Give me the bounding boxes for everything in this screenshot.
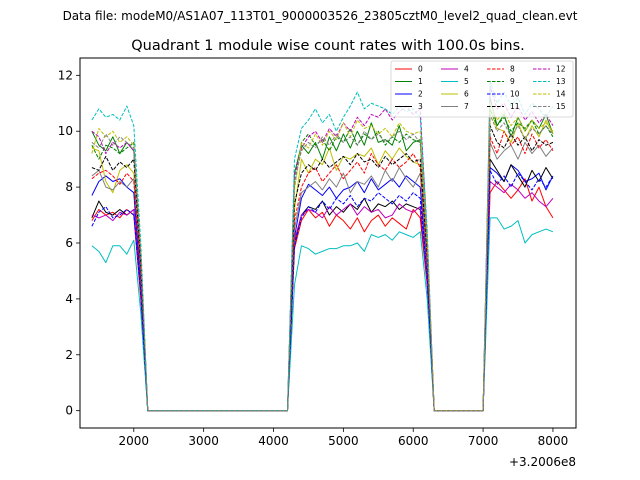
y-tick-label: 6	[65, 236, 73, 250]
legend-label-10: 10	[510, 90, 520, 99]
x-tick-label: 5000	[328, 434, 359, 448]
series-group	[91, 80, 554, 412]
legend-label-8: 8	[510, 65, 515, 74]
legend-label-1: 1	[418, 77, 423, 86]
file-suptitle: Data file: modeM0/AS1A07_113T01_90000035…	[63, 9, 578, 23]
legend-label-3: 3	[418, 102, 423, 111]
y-tick-label: 12	[58, 68, 73, 82]
legend-label-13: 13	[556, 77, 566, 86]
y-tick-label: 4	[65, 292, 73, 306]
x-tick-label: 2000	[119, 434, 150, 448]
x-tick-label: 8000	[538, 434, 569, 448]
legend-label-15: 15	[556, 102, 566, 111]
x-tick-label: 6000	[398, 434, 429, 448]
legend-frame	[390, 60, 574, 118]
legend-label-6: 6	[464, 90, 469, 99]
y-tick-label: 8	[65, 180, 73, 194]
x-tick-label: 3000	[188, 434, 219, 448]
legend-label-4: 4	[464, 65, 469, 74]
legend-label-14: 14	[556, 90, 566, 99]
legend-label-11: 11	[510, 102, 520, 111]
x-tick-label: 4000	[258, 434, 289, 448]
y-tick-label: 0	[65, 404, 73, 418]
chart-title: Quadrant 1 module wise count rates with …	[131, 38, 525, 54]
legend-label-7: 7	[464, 102, 469, 111]
x-tick-label: 7000	[468, 434, 499, 448]
legend-label-0: 0	[418, 65, 423, 74]
x-axis: 2000 3000 4000 5000 6000 7000 8000	[119, 428, 569, 448]
x-offset-label: +3.2006e8	[509, 455, 576, 469]
y-axis: 0 2 4 6 8 10 12	[58, 68, 80, 418]
legend-label-5: 5	[464, 77, 469, 86]
series-line-15	[91, 113, 554, 412]
y-tick-label: 2	[65, 348, 73, 362]
legend-label-2: 2	[418, 90, 423, 99]
legend-label-12: 12	[556, 65, 566, 74]
y-tick-label: 10	[58, 124, 73, 138]
legend-label-9: 9	[510, 77, 515, 86]
